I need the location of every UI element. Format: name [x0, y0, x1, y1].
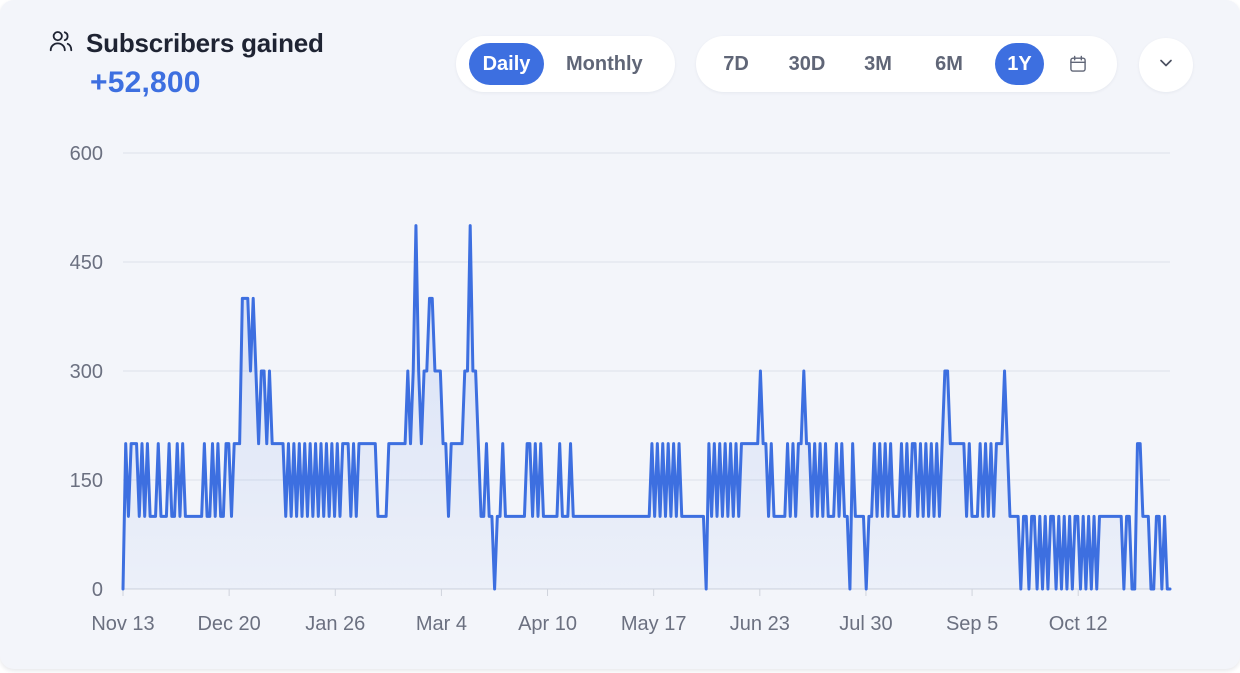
x-tick-label: Sep 5 — [946, 613, 998, 635]
x-tick-label: May 17 — [621, 613, 687, 635]
y-tick-label: 0 — [92, 579, 103, 601]
mode-toggle: Daily Monthly — [456, 36, 675, 92]
range-6m-button[interactable]: 6M — [935, 52, 963, 75]
range-7d-button[interactable]: 7D — [723, 52, 749, 75]
x-tick-label: Jul 30 — [839, 613, 892, 635]
options-dropdown-button[interactable] — [1139, 38, 1193, 92]
total-value: +52,800 — [90, 66, 201, 99]
x-tick-label: Oct 12 — [1049, 613, 1108, 635]
calendar-icon[interactable] — [1057, 43, 1099, 85]
x-tick-label: Mar 4 — [416, 613, 467, 635]
range-30d-button[interactable]: 30D — [788, 52, 826, 75]
series-layer — [121, 224, 1172, 591]
users-icon — [48, 28, 74, 59]
y-tick-label: 300 — [70, 361, 103, 383]
mode-daily-button[interactable]: Daily — [469, 43, 544, 85]
x-tick-label: Apr 10 — [518, 613, 577, 635]
card-header: Subscribers gained — [48, 28, 324, 59]
mode-monthly-button[interactable]: Monthly — [566, 52, 643, 75]
y-tick-label: 150 — [70, 470, 103, 492]
y-tick-label: 600 — [70, 143, 103, 165]
x-tick-label: Jan 26 — [305, 613, 365, 635]
chevron-down-icon — [1156, 53, 1176, 78]
range-3m-button[interactable]: 3M — [864, 52, 892, 75]
series-line — [121, 224, 1172, 591]
x-tick-label: Jun 23 — [730, 613, 790, 635]
x-tick-label: Nov 13 — [91, 613, 154, 635]
range-1y-button[interactable]: 1Y — [995, 43, 1044, 85]
series-area — [123, 225, 1170, 590]
y-tick-label: 450 — [70, 252, 103, 274]
card-title: Subscribers gained — [86, 28, 324, 58]
x-axis: Nov 13 Dec 20 Jan 26 Mar 4 Apr 10 May 17 Jun 2… — [91, 589, 1108, 635]
x-tick-label: Dec 20 — [197, 613, 260, 635]
range-toggle: 7D 30D 3M 6M 1Y — [696, 36, 1117, 92]
y-axis: 0 150 300 450 600 — [70, 143, 103, 601]
